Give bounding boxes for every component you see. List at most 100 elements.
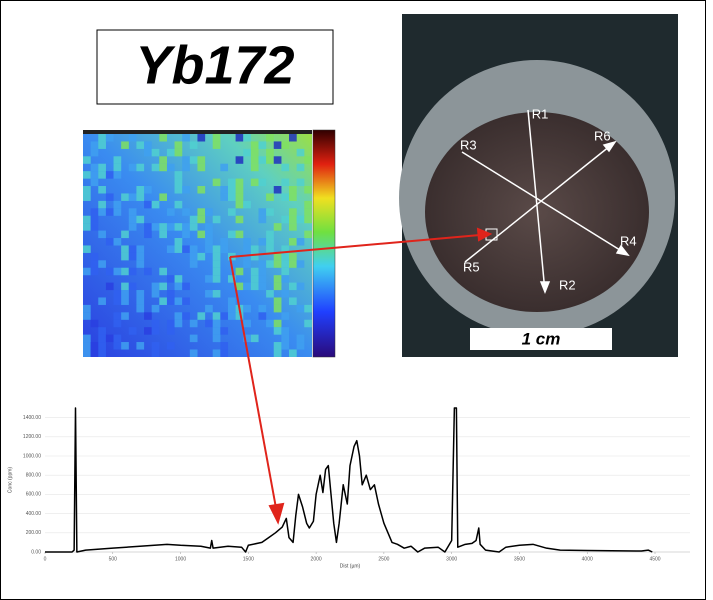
- heatmap-cell: [197, 252, 206, 261]
- heatmap-cell: [273, 342, 282, 350]
- heatmap-cell: [197, 230, 206, 239]
- heatmap-cell: [98, 349, 106, 357]
- heatmap-cell: [159, 156, 167, 164]
- heatmap-cell: [212, 349, 221, 357]
- heatmap-cell: [205, 304, 213, 313]
- heatmap-cell: [273, 141, 282, 149]
- heatmap-cell: [250, 252, 259, 261]
- heatmap-cell: [113, 297, 122, 305]
- heatmap-cell: [182, 156, 190, 164]
- heatmap-edge: [83, 130, 312, 134]
- heatmap-cell: [136, 290, 145, 298]
- heatmap-cell: [113, 238, 122, 246]
- heatmap-cell: [189, 223, 198, 231]
- heatmap-cell: [174, 275, 183, 283]
- heatmap-cell: [258, 260, 267, 268]
- heatmap-cell: [250, 245, 259, 253]
- heatmap-cell: [151, 223, 160, 231]
- heatmap-cell: [296, 215, 305, 224]
- heatmap-cell: [296, 178, 305, 187]
- heatmap-cell: [281, 342, 290, 350]
- heatmap-cell: [235, 200, 244, 209]
- heatmap-cell: [220, 163, 229, 172]
- heatmap-cell: [273, 297, 282, 305]
- heatmap-cell: [113, 208, 122, 216]
- heatmap-cell: [212, 178, 221, 187]
- heatmap-cell: [281, 327, 290, 335]
- heatmap-cell: [296, 342, 305, 350]
- heatmap-cell: [174, 297, 183, 305]
- heatmap-cell: [98, 186, 106, 194]
- heatmap-cell: [205, 290, 213, 298]
- heatmap-cell: [83, 312, 91, 320]
- heatmap-cell: [174, 312, 183, 320]
- heatmap-cell: [281, 163, 290, 172]
- heatmap-cell: [166, 163, 175, 172]
- arrows: [229, 227, 493, 525]
- x-tick-label: 2000: [311, 556, 322, 562]
- heatmap-cell: [258, 141, 267, 149]
- heatmap-cell: [144, 200, 152, 209]
- heatmap-cell: [258, 267, 267, 276]
- heatmap-cell: [205, 238, 213, 246]
- photo-label: R2: [559, 277, 576, 292]
- heatmap-cell: [166, 245, 175, 253]
- heatmap-cell: [273, 304, 282, 313]
- heatmap-cell: [266, 319, 274, 328]
- heatmap-cell: [144, 148, 152, 157]
- heatmap-cell: [289, 252, 297, 261]
- heatmap-cell: [174, 319, 183, 328]
- heatmap-cell: [151, 163, 160, 172]
- heatmap-cell: [128, 327, 137, 335]
- scale-bar: [470, 328, 612, 350]
- heatmap-cell: [144, 230, 152, 239]
- heatmap-cell: [128, 252, 137, 261]
- heatmap-cell: [227, 186, 236, 194]
- heatmap-cell: [159, 193, 167, 201]
- heatmap-cell: [83, 349, 91, 357]
- heatmap-cell: [128, 134, 137, 142]
- heatmap-cell: [212, 334, 221, 343]
- x-tick-label: 2500: [378, 556, 389, 562]
- heatmap-cell: [205, 208, 213, 216]
- heatmap-cell: [273, 223, 282, 231]
- heatmap-cell: [182, 134, 190, 142]
- heatmap-cell: [166, 342, 175, 350]
- heatmap-cell: [227, 312, 236, 320]
- heatmap-cell: [174, 245, 183, 253]
- heatmap-cell: [90, 267, 99, 276]
- heatmap-cell: [266, 238, 274, 246]
- heatmap-cell: [182, 186, 190, 194]
- heatmap-cell: [304, 319, 312, 328]
- x-tick-label: 4000: [582, 556, 593, 562]
- heatmap-cell: [205, 223, 213, 231]
- heatmap-cell: [90, 148, 99, 157]
- heatmap-cell: [90, 342, 99, 350]
- heatmap-cell: [197, 208, 206, 216]
- heatmap-cell: [250, 267, 259, 276]
- heatmap-cell: [281, 215, 290, 224]
- heatmap-cell: [243, 134, 251, 142]
- heatmap-cell: [235, 312, 244, 320]
- y-tick-label: 1000.00: [23, 453, 41, 459]
- heatmap-cell: [227, 208, 236, 216]
- heatmap-cell: [136, 304, 145, 313]
- heatmap-cell: [205, 230, 213, 239]
- heatmap-cell: [189, 349, 198, 357]
- heatmap-cell: [105, 208, 114, 216]
- heatmap-cell: [174, 141, 183, 149]
- heatmap-cell: [83, 304, 91, 313]
- heatmap-cell: [128, 282, 137, 291]
- heatmap-cell: [151, 304, 160, 313]
- heatmap-cell: [121, 193, 129, 201]
- heatmap-cell: [128, 223, 137, 231]
- x-tick-label: 500: [109, 556, 118, 562]
- heatmap-cell: [212, 275, 221, 283]
- heatmap-cell: [212, 290, 221, 298]
- heatmap-cell: [227, 297, 236, 305]
- heatmap-cell: [281, 141, 290, 149]
- scale-label: 1 cm: [522, 329, 561, 348]
- heatmap-cell: [105, 334, 114, 343]
- heatmap-cell: [304, 200, 312, 209]
- heatmap-cell: [304, 156, 312, 164]
